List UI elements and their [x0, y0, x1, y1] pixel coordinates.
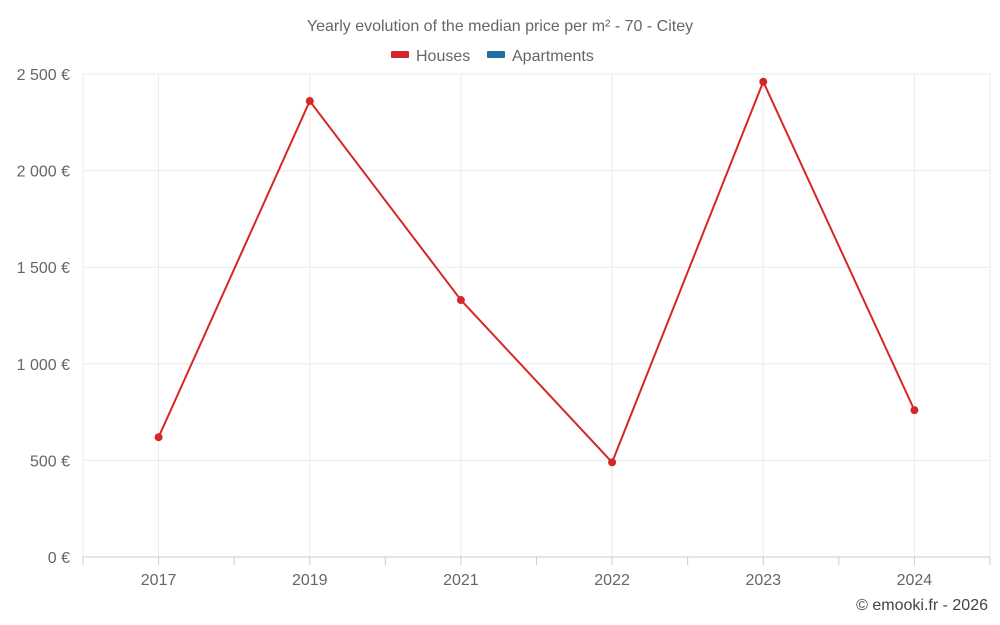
- x-tick-label: 2024: [897, 572, 933, 589]
- x-tick-label: 2021: [443, 572, 479, 589]
- y-tick-label: 500 €: [30, 453, 70, 470]
- data-point[interactable]: [154, 433, 163, 442]
- y-tick-label: 1 000 €: [17, 357, 70, 374]
- data-point[interactable]: [608, 458, 617, 467]
- series-line: [157, 80, 916, 464]
- x-tick-label: 2023: [745, 572, 781, 589]
- legend-item-houses[interactable]: Houses: [391, 48, 470, 65]
- legend-label-houses: Houses: [416, 48, 470, 65]
- x-tick-label: 2017: [141, 572, 177, 589]
- legend: Houses Apartments: [391, 48, 594, 65]
- legend-item-apartments[interactable]: Apartments: [487, 48, 594, 65]
- y-tick-label: 2 500 €: [17, 67, 70, 84]
- credit-text: © emooki.fr - 2026: [856, 597, 988, 614]
- data-point[interactable]: [456, 296, 465, 305]
- chart-title: Yearly evolution of the median price per…: [307, 18, 693, 35]
- data-point[interactable]: [305, 97, 314, 106]
- legend-swatch-apartments: [487, 51, 505, 58]
- axes: [82, 556, 991, 565]
- y-tick-label: 2 000 €: [17, 164, 70, 181]
- series-houses: [154, 77, 919, 467]
- data-point[interactable]: [910, 406, 919, 415]
- data-point[interactable]: [759, 77, 768, 86]
- x-tick-label: 2019: [292, 572, 328, 589]
- gridlines: [82, 73, 991, 557]
- x-axis-ticks: 2017 2019 2021 2022 2023 2024: [141, 572, 933, 589]
- x-tick-label: 2022: [594, 572, 630, 589]
- legend-swatch-houses: [391, 51, 409, 58]
- y-tick-label: 0 €: [48, 550, 70, 567]
- legend-label-apartments: Apartments: [512, 48, 594, 65]
- y-axis-ticks: 0 € 500 € 1 000 € 1 500 € 2 000 € 2 500 €: [17, 67, 70, 567]
- y-tick-label: 1 500 €: [17, 260, 70, 277]
